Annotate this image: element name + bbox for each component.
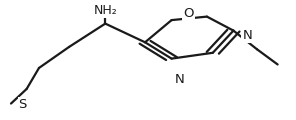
Text: S: S [19, 98, 27, 111]
Text: N: N [242, 29, 252, 42]
Text: N: N [175, 73, 185, 86]
Text: O: O [184, 7, 194, 20]
Text: NH₂: NH₂ [94, 4, 117, 17]
